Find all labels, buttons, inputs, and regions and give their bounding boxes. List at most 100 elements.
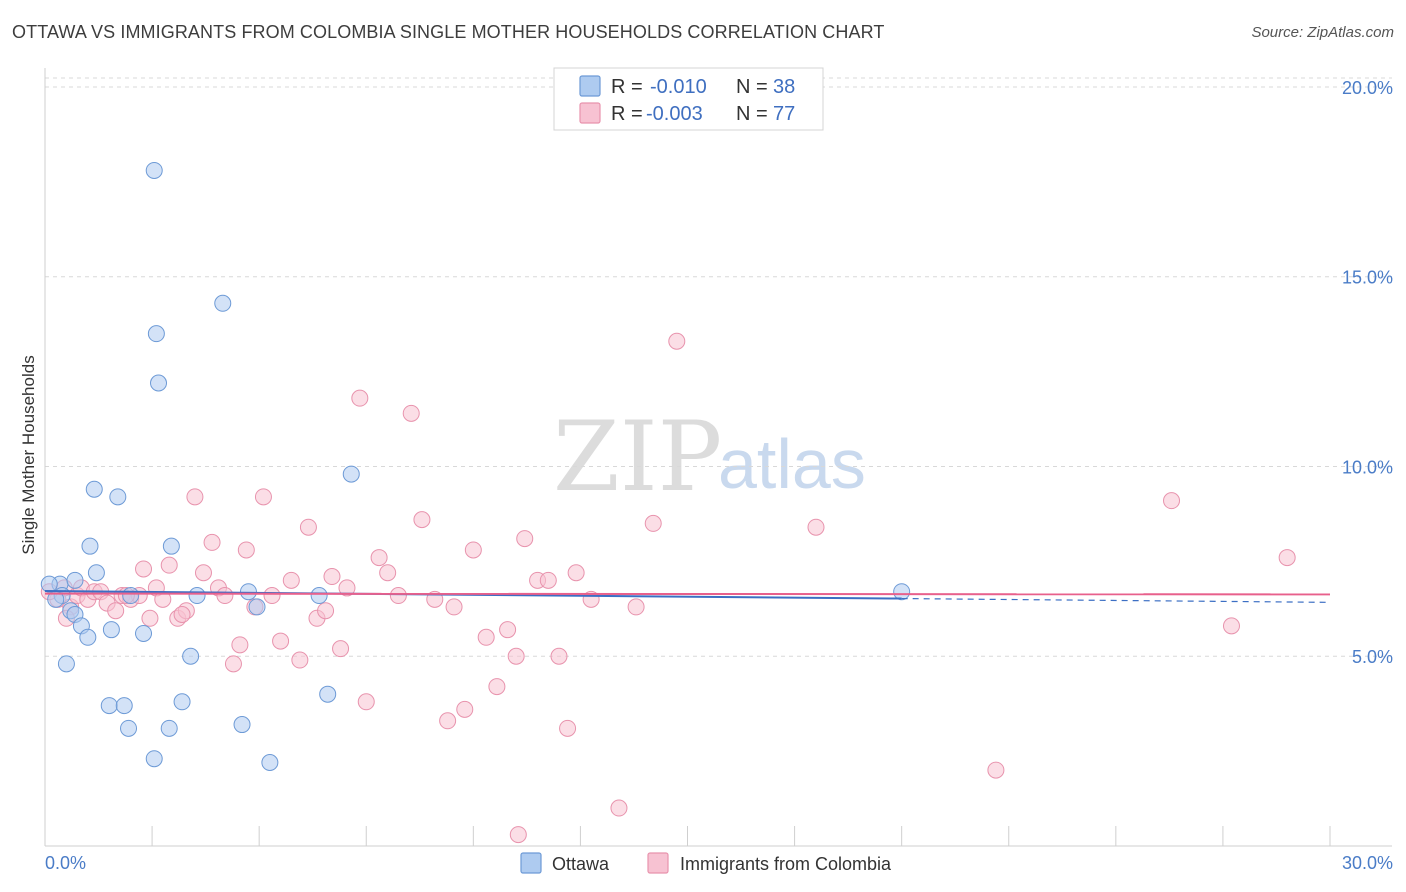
- ottawa-point: [122, 587, 140, 605]
- ottawa-point: [342, 465, 360, 483]
- legend-n-label-ottawa: N =: [736, 76, 768, 98]
- colombia-point: [224, 655, 242, 673]
- bottom-legend-ottawa: Ottawa: [552, 854, 610, 874]
- ottawa-point: [145, 750, 163, 768]
- ottawa-point: [40, 575, 58, 593]
- ottawa-point: [109, 488, 127, 506]
- colombia-point: [141, 609, 159, 627]
- axis-layer: 5.0% 10.0% 15.0% 20.0% 0.0% 30.0%: [44, 68, 1393, 873]
- ottawa-point: [319, 685, 337, 703]
- ottawa-point: [102, 621, 120, 639]
- legend-swatch-colombia: [579, 102, 601, 124]
- x-tick-label-min: 0.0%: [45, 853, 86, 873]
- y-axis-label: Single Mother Households: [19, 355, 38, 554]
- colombia-point: [317, 602, 335, 620]
- colombia-point: [231, 636, 249, 654]
- ottawa-point: [120, 719, 138, 737]
- ottawa-point: [214, 294, 232, 312]
- ottawa-point: [233, 716, 251, 734]
- colombia-point: [194, 564, 212, 582]
- legend-r-label-ottawa: R =: [611, 76, 643, 98]
- ottawa-point: [100, 697, 118, 715]
- colombia-point: [644, 514, 662, 532]
- colombia-point: [509, 826, 527, 844]
- colombia-point: [550, 647, 568, 665]
- ottawa-points: [40, 161, 911, 772]
- colombia-point: [516, 530, 534, 548]
- colombia-point: [379, 564, 397, 582]
- colombia-point: [107, 602, 125, 620]
- ottawa-point: [145, 161, 163, 179]
- bottom-legend-swatch-colombia: [647, 852, 669, 874]
- ottawa-point: [147, 325, 165, 343]
- colombia-point: [357, 693, 375, 711]
- colombia-point: [413, 511, 431, 529]
- colombia-point: [559, 719, 577, 737]
- colombia-point: [282, 571, 300, 589]
- colombia-point: [1222, 617, 1240, 635]
- colombia-point: [186, 488, 204, 506]
- colombia-point: [439, 712, 457, 730]
- colombia-point: [807, 518, 825, 536]
- colombia-point: [254, 488, 272, 506]
- watermark-atlas: atlas: [718, 425, 866, 503]
- y-tick-label: 10.0%: [1342, 457, 1393, 477]
- ottawa-point: [150, 374, 168, 392]
- colombia-point: [1278, 549, 1296, 567]
- ottawa-point: [182, 647, 200, 665]
- y-tick-label: 20.0%: [1342, 78, 1393, 98]
- bottom-legend-swatch-ottawa: [520, 852, 542, 874]
- ottawa-point: [893, 583, 911, 601]
- colombia-point: [370, 549, 388, 567]
- colombia-trend-line: [44, 592, 1331, 596]
- ottawa-point: [79, 628, 97, 646]
- ottawa-point: [81, 537, 99, 555]
- colombia-point: [135, 560, 153, 578]
- legend-swatch-ottawa: [579, 75, 601, 97]
- ottawa-point: [310, 587, 328, 605]
- colombia-point: [299, 518, 317, 536]
- colombia-point: [203, 533, 221, 551]
- ottawa-point: [87, 564, 105, 582]
- source-credit: Source: ZipAtlas.com: [1251, 24, 1394, 41]
- colombia-point: [488, 678, 506, 696]
- y-tick-label: 15.0%: [1342, 268, 1393, 288]
- legend-r-ottawa: -0.010: [650, 76, 707, 98]
- watermark-zip: ZIP: [553, 401, 722, 513]
- colombia-point: [332, 640, 350, 658]
- correlation-legend: R = -0.010 N = 38 R = -0.003 N = 77: [553, 67, 824, 131]
- grid-layer: [45, 77, 1392, 657]
- colombia-point: [216, 587, 234, 605]
- ottawa-point: [66, 571, 84, 589]
- colombia-point: [668, 332, 686, 350]
- ottawa-point: [173, 693, 191, 711]
- colombia-point: [627, 598, 645, 616]
- ottawa-point: [57, 655, 75, 673]
- colombia-point: [263, 587, 281, 605]
- ottawa-point: [188, 587, 206, 605]
- ottawa-point: [85, 480, 103, 498]
- colombia-point: [402, 404, 420, 422]
- y-tick-label: 5.0%: [1352, 647, 1393, 667]
- ottawa-point: [160, 719, 178, 737]
- colombia-point: [160, 556, 178, 574]
- colombia-point: [173, 605, 191, 623]
- colombia-point: [987, 761, 1005, 779]
- ottawa-point: [115, 697, 133, 715]
- series-legend: Ottawa Immigrants from Colombia: [520, 852, 892, 874]
- colombia-point: [507, 647, 525, 665]
- x-tick-label-max: 30.0%: [1342, 853, 1393, 873]
- colombia-point: [272, 632, 290, 650]
- colombia-point: [539, 571, 557, 589]
- colombia-point: [456, 700, 474, 718]
- colombia-point: [389, 587, 407, 605]
- colombia-point: [499, 621, 517, 639]
- colombia-point: [567, 564, 585, 582]
- ottawa-point: [162, 537, 180, 555]
- legend-n-colombia: 77: [773, 103, 795, 125]
- colombia-point: [291, 651, 309, 669]
- ottawa-point: [248, 598, 266, 616]
- legend-r-label-colombia: R =: [611, 103, 643, 125]
- colombia-point: [338, 579, 356, 597]
